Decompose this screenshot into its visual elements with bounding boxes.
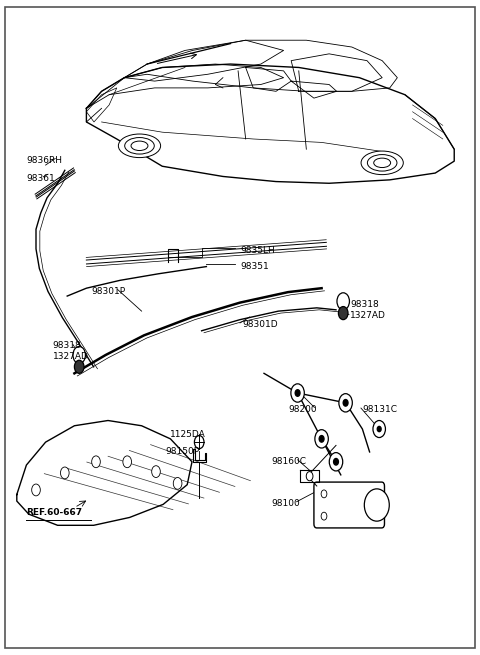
Circle shape	[60, 467, 69, 479]
Circle shape	[334, 458, 338, 465]
Text: 1327AD: 1327AD	[350, 311, 386, 320]
Circle shape	[74, 360, 84, 373]
Ellipse shape	[374, 158, 391, 168]
Circle shape	[321, 512, 327, 520]
Text: 9836RH: 9836RH	[26, 156, 62, 165]
Ellipse shape	[361, 151, 403, 175]
Circle shape	[32, 484, 40, 496]
Circle shape	[152, 466, 160, 477]
Circle shape	[343, 400, 348, 406]
Text: 9835LH: 9835LH	[240, 246, 275, 255]
Circle shape	[337, 293, 349, 310]
Text: 98361: 98361	[26, 174, 55, 183]
Circle shape	[73, 346, 85, 364]
Circle shape	[321, 490, 327, 498]
Text: 98150P: 98150P	[166, 447, 200, 457]
Text: 98318: 98318	[53, 341, 82, 350]
Circle shape	[92, 456, 100, 468]
Text: 98301D: 98301D	[242, 320, 278, 329]
Ellipse shape	[367, 155, 397, 171]
Text: REF.60-667: REF.60-667	[26, 508, 83, 517]
Circle shape	[291, 384, 304, 402]
Text: 1125DA: 1125DA	[170, 430, 206, 440]
Circle shape	[173, 477, 182, 489]
Text: 98301P: 98301P	[91, 287, 125, 296]
Circle shape	[329, 453, 343, 471]
Circle shape	[194, 436, 204, 449]
Text: 98351: 98351	[240, 262, 269, 271]
Circle shape	[338, 307, 348, 320]
Circle shape	[123, 456, 132, 468]
Ellipse shape	[364, 489, 389, 521]
Circle shape	[295, 390, 300, 396]
Circle shape	[373, 421, 385, 438]
Text: 98100: 98100	[271, 498, 300, 508]
Circle shape	[306, 472, 313, 481]
Ellipse shape	[125, 138, 154, 154]
Text: 98200: 98200	[288, 405, 317, 414]
Text: 1327AD: 1327AD	[53, 352, 89, 362]
Text: 98318: 98318	[350, 300, 379, 309]
Ellipse shape	[119, 134, 161, 158]
Circle shape	[377, 426, 381, 432]
Circle shape	[339, 394, 352, 412]
Circle shape	[319, 436, 324, 442]
Text: 98160C: 98160C	[271, 457, 306, 466]
Ellipse shape	[131, 141, 148, 151]
Text: 98131C: 98131C	[362, 405, 397, 414]
Circle shape	[315, 430, 328, 448]
FancyBboxPatch shape	[314, 482, 384, 528]
